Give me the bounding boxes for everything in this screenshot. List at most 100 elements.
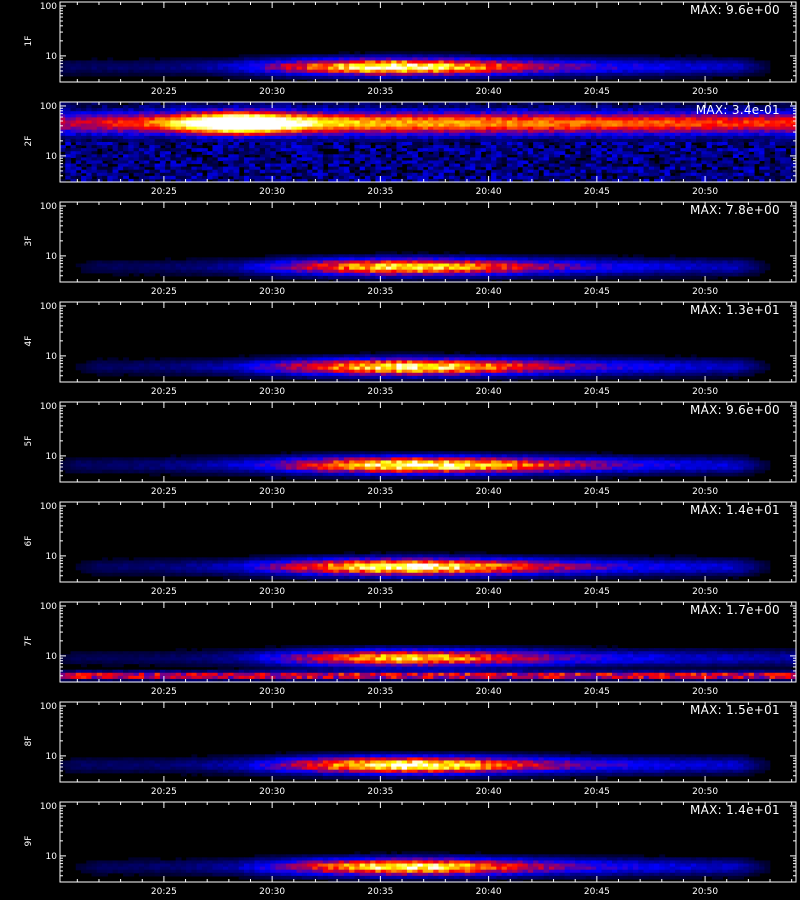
panel-5f: 20:25 20:30 20:35 20:40 20:45 20:50 100 10 5F MAX… (0, 400, 800, 500)
x-tick-label: 20:45 (584, 287, 610, 297)
x-tick-label: 20:45 (584, 487, 610, 497)
x-tick-label: 20:50 (692, 387, 718, 397)
panel-6f: 20:25 20:30 20:35 20:40 20:45 20:50 100 10 6F MAX… (0, 500, 800, 600)
panel-9f: 20:25 20:30 20:35 20:40 20:45 20:50 100 10 9F MAX… (0, 800, 800, 900)
plot-frame (59, 101, 797, 183)
panel-label: 5F (24, 435, 34, 447)
spectrogram-plot: 20:25 20:30 20:35 20:40 20:45 20:50 100 10 (40, 1, 797, 97)
x-tick-label: 20:25 (151, 487, 177, 497)
plot-frame (59, 401, 797, 483)
heatmap-cells (60, 751, 771, 780)
x-tick-label: 20:40 (476, 87, 502, 97)
x-tick-label: 20:40 (476, 687, 502, 697)
y-tick-label: 10 (46, 852, 58, 862)
y-tick-label: 10 (46, 752, 58, 762)
y-tick-label: 100 (40, 702, 57, 712)
spectrogram-plot: 20:25 20:30 20:35 20:40 20:45 20:50 100 10 (40, 701, 797, 797)
x-tick-label: 20:35 (367, 887, 393, 897)
max-value-label: MAX: 1.7e+00 (689, 603, 780, 617)
x-tick-label: 20:30 (259, 387, 285, 397)
heatmap-cells (60, 102, 797, 183)
x-tick-label: 20:35 (367, 87, 393, 97)
heatmap-cells (75, 851, 771, 883)
x-tick-label: 20:25 (151, 287, 177, 297)
x-tick-label: 20:30 (259, 787, 285, 797)
x-tick-label: 20:50 (692, 487, 718, 497)
x-tick-label: 20:40 (476, 887, 502, 897)
panel-label: 1F (24, 35, 34, 47)
max-value-label: MAX: 1.3e+01 (689, 303, 780, 317)
panel-label: 9F (24, 835, 34, 847)
x-tick-label: 20:30 (259, 687, 285, 697)
x-tick-label: 20:25 (151, 887, 177, 897)
panel-1f: 20:25 20:30 20:35 20:40 20:45 20:50 100 10 1F MAX… (0, 0, 800, 100)
x-tick-label: 20:35 (367, 187, 393, 197)
spectrogram-plot: 20:25 20:30 20:35 20:40 20:45 20:50 100 10 (40, 501, 797, 597)
x-tick-label: 20:25 (151, 687, 177, 697)
x-tick-label: 20:30 (259, 487, 285, 497)
panel-4f: 20:25 20:30 20:35 20:40 20:45 20:50 100 10 4F MAX… (0, 300, 800, 400)
y-tick-label: 10 (46, 652, 58, 662)
x-tick-label: 20:30 (259, 287, 285, 297)
x-tick-label: 20:50 (692, 687, 718, 697)
x-tick-label: 20:40 (476, 487, 502, 497)
max-value-label: MAX: 1.4e+01 (689, 503, 780, 517)
x-tick-label: 20:35 (367, 687, 393, 697)
panel-7f: 20:25 20:30 20:35 20:40 20:45 20:50 100 10 7F MAX… (0, 600, 800, 700)
panel-label: 6F (24, 535, 34, 547)
y-tick-label: 10 (46, 52, 58, 62)
x-tick-label: 20:45 (584, 187, 610, 197)
spectrogram-plot: 20:25 20:30 20:35 20:40 20:45 20:50 100 10 (40, 601, 797, 697)
panel-8f: 20:25 20:30 20:35 20:40 20:45 20:50 100 10 8F MAX… (0, 700, 800, 800)
max-value-label: MAX: 1.5e+01 (689, 703, 780, 717)
x-tick-label: 20:40 (476, 187, 502, 197)
y-tick-label: 10 (46, 152, 58, 162)
x-tick-label: 20:35 (367, 787, 393, 797)
x-tick-label: 20:45 (584, 87, 610, 97)
y-tick-label: 10 (46, 252, 58, 262)
x-tick-label: 20:50 (692, 587, 718, 597)
x-tick-label: 20:30 (259, 87, 285, 97)
x-tick-label: 20:45 (584, 787, 610, 797)
x-tick-label: 20:25 (151, 187, 177, 197)
spectrogram-plot: 20:25 20:30 20:35 20:40 20:45 20:50 100 10 (40, 101, 797, 197)
max-value-label: MAX: 9.6e+00 (689, 403, 780, 417)
spectrogram-plot: 20:25 20:30 20:35 20:40 20:45 20:50 100 10 (40, 301, 797, 397)
spectrogram-plot: 20:25 20:30 20:35 20:40 20:45 20:50 100 10 (40, 401, 797, 497)
y-tick-label: 100 (40, 202, 57, 212)
panel-label: 3F (24, 235, 34, 247)
x-tick-label: 20:40 (476, 287, 502, 297)
panel-2f: 20:25 20:30 20:35 20:40 20:45 20:50 100 10 2F MAX… (0, 100, 800, 200)
plot-frame (59, 301, 797, 383)
y-tick-label: 10 (46, 452, 58, 462)
heatmap-cells (75, 351, 771, 383)
x-tick-label: 20:40 (476, 387, 502, 397)
y-tick-label: 100 (40, 2, 57, 12)
x-tick-label: 20:50 (692, 87, 718, 97)
y-tick-label: 100 (40, 502, 57, 512)
y-tick-label: 100 (40, 302, 57, 312)
heatmap-cells (60, 451, 771, 480)
max-value-label: MAX: 7.8e+00 (689, 203, 780, 217)
x-tick-label: 20:25 (151, 87, 177, 97)
heatmap-cells (75, 551, 771, 583)
x-tick-label: 20:50 (692, 287, 718, 297)
x-tick-label: 20:25 (151, 787, 177, 797)
y-tick-label: 100 (40, 402, 57, 412)
max-value-label: MAX: 3.4e-01 (695, 103, 780, 117)
plot-frame (59, 201, 797, 283)
x-tick-label: 20:45 (584, 587, 610, 597)
plot-frame (59, 701, 797, 783)
heatmap-cells (75, 251, 771, 283)
y-tick-label: 10 (46, 352, 58, 362)
panel-3f: 20:25 20:30 20:35 20:40 20:45 20:50 100 10 3F MAX… (0, 200, 800, 300)
x-tick-label: 20:45 (584, 387, 610, 397)
y-tick-label: 100 (40, 602, 57, 612)
plot-frame (59, 801, 797, 883)
x-tick-label: 20:50 (692, 887, 718, 897)
panel-label: 7F (24, 635, 34, 647)
x-tick-label: 20:35 (367, 587, 393, 597)
x-tick-label: 20:50 (692, 787, 718, 797)
heatmap-cells (60, 51, 771, 83)
